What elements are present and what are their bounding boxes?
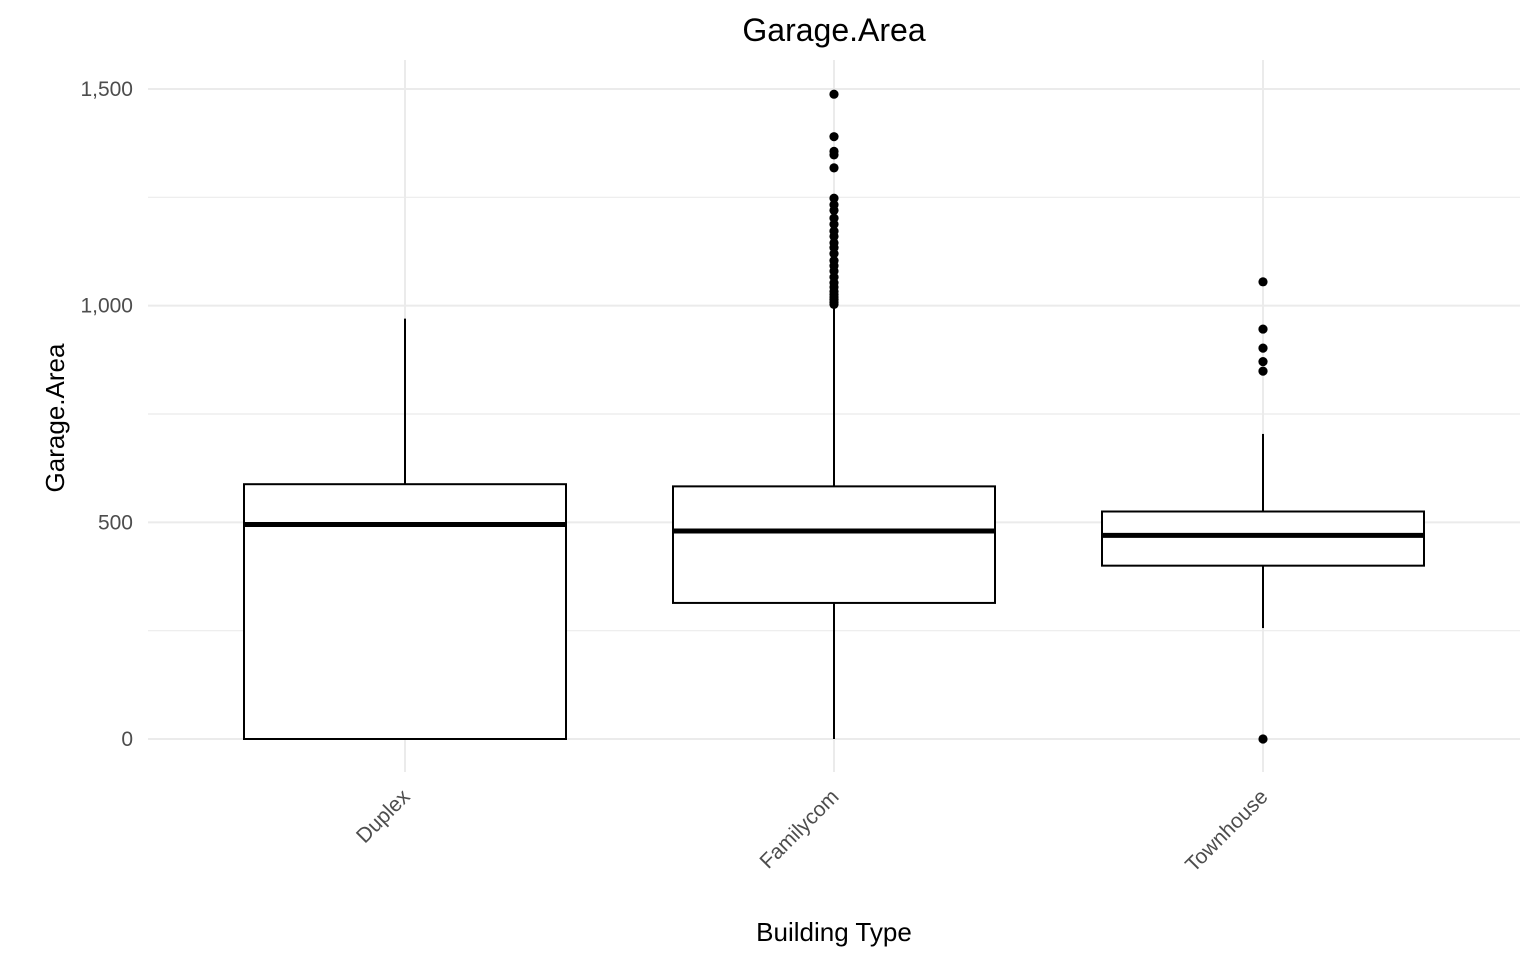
chart-title: Garage.Area [742,12,925,48]
outlier-point [829,238,839,248]
outlier-point [829,89,839,99]
outlier-point [1258,734,1268,744]
x-axis-title: Building Type [756,917,912,947]
outlier-point [1258,343,1268,353]
outlier-point [1258,324,1268,334]
iqr-box [672,485,996,604]
boxes-layer [243,89,1425,744]
outlier-point [829,163,839,173]
outlier-point [1258,356,1268,367]
outlier-point [829,132,839,142]
x-tick-label: Duplex [352,785,415,848]
outlier-point [829,200,839,210]
outlier-point [829,146,839,156]
x-tick-label: Townhouse [1181,785,1272,876]
outlier-point [829,226,839,236]
outlier-point [829,193,839,203]
outlier-point [829,256,839,266]
outlier-point [829,213,839,223]
y-tick-label: 0 [121,728,133,751]
iqr-box [1101,510,1425,567]
outlier-point [1258,277,1268,287]
y-tick-label: 1,500 [80,78,133,101]
x-tick-label: Familycom [755,785,843,873]
y-tick-label: 500 [98,511,133,534]
y-axis-title: Garage.Area [40,343,70,492]
outlier-point [1258,366,1268,376]
y-tick-label: 1,000 [80,295,133,318]
